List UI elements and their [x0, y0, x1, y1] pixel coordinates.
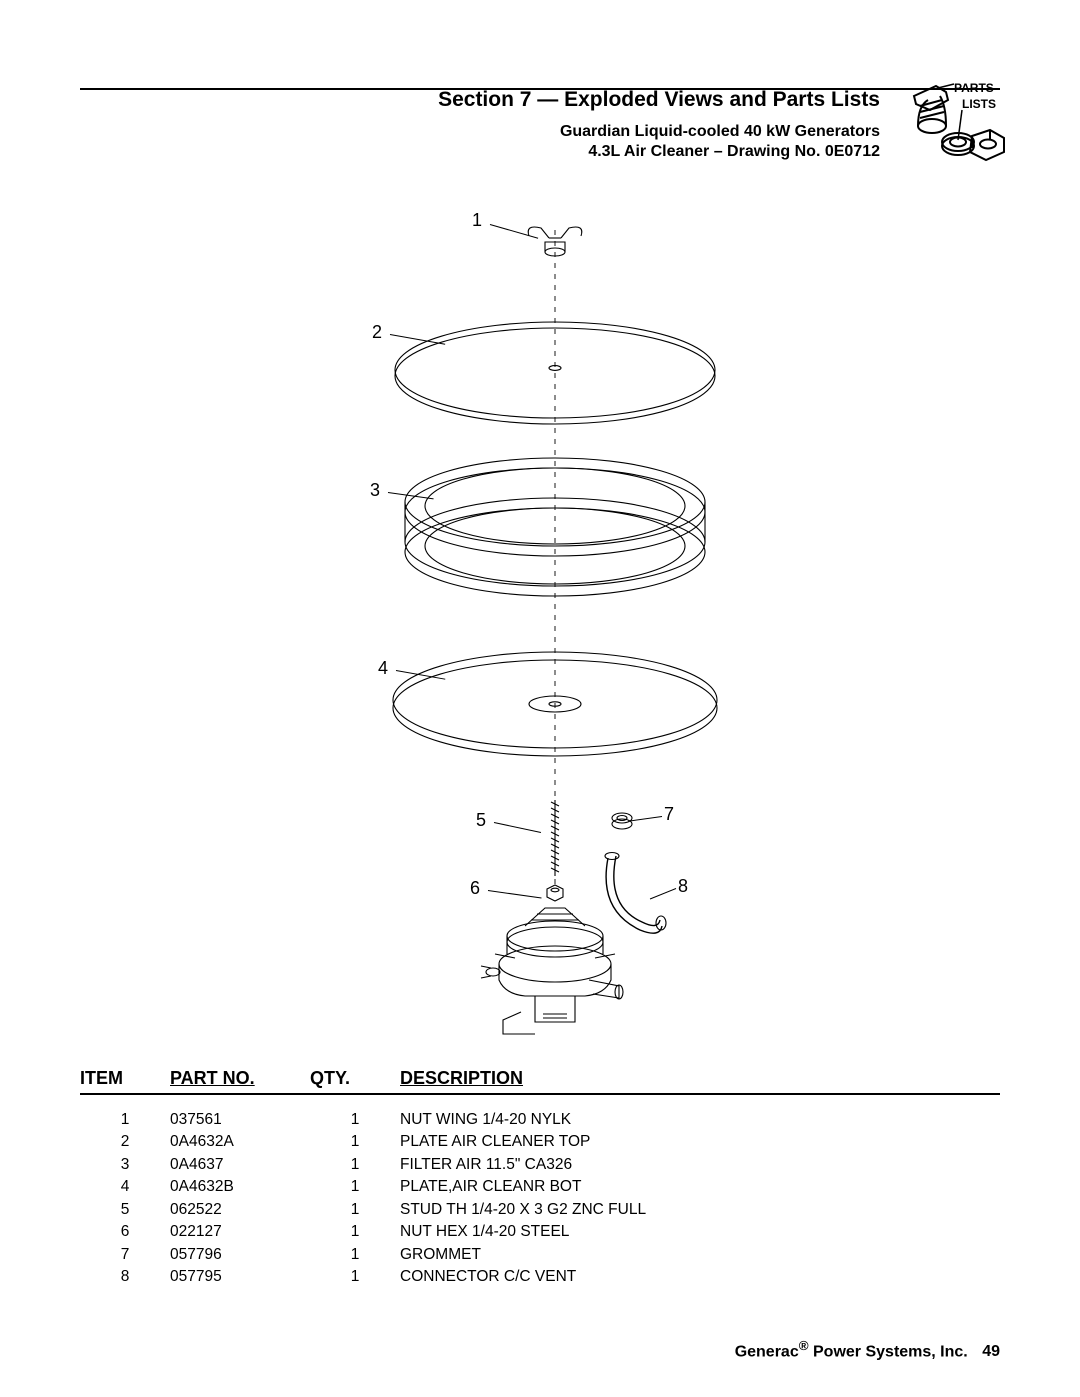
table-header-row: ITEM PART NO. QTY. DESCRIPTION	[80, 1068, 1000, 1095]
cell-part: 022127	[170, 1221, 310, 1243]
cell-item: 4	[80, 1176, 170, 1198]
table-row: 60221271NUT HEX 1/4-20 STEEL	[80, 1221, 1000, 1243]
callout-8-num: 8	[678, 876, 688, 896]
cell-desc: FILTER AIR 11.5" CA326	[400, 1154, 1000, 1176]
table-row: 40A4632B1PLATE,AIR CLEANR BOT	[80, 1176, 1000, 1198]
icon-text-parts: PARTS	[954, 82, 994, 95]
cell-part: 0A4632A	[170, 1131, 310, 1153]
callout-5: 5	[476, 810, 486, 831]
subhead-line-2: 4.3L Air Cleaner – Drawing No. 0E0712	[560, 142, 880, 162]
footer-reg: ®	[799, 1338, 809, 1353]
callout-6: 6	[470, 878, 480, 899]
cell-item: 7	[80, 1244, 170, 1266]
cell-part: 0A4632B	[170, 1176, 310, 1198]
exploded-view-diagram: 1 2 3 4 5 6 7 8	[340, 190, 770, 1050]
cell-qty: 1	[310, 1266, 400, 1288]
cell-part: 062522	[170, 1199, 310, 1221]
cell-item: 5	[80, 1199, 170, 1221]
cell-desc: CONNECTOR C/C VENT	[400, 1266, 1000, 1288]
page-header: Section 7 — Exploded Views and Parts Lis…	[80, 88, 1000, 90]
cell-item: 8	[80, 1266, 170, 1288]
parts-table: ITEM PART NO. QTY. DESCRIPTION 10375611N…	[80, 1068, 1000, 1289]
table-row: 20A4632A1PLATE AIR CLEANER TOP	[80, 1131, 1000, 1153]
callout-7: 7	[664, 804, 674, 825]
th-desc: DESCRIPTION	[400, 1068, 1000, 1089]
cell-desc: PLATE AIR CLEANER TOP	[400, 1131, 1000, 1153]
callout-8: 8	[678, 876, 688, 897]
table-row: 10375611NUT WING 1/4-20 NYLK	[80, 1109, 1000, 1131]
callout-1-num: 1	[472, 210, 482, 230]
callout-4: 4	[378, 658, 388, 679]
callout-2: 2	[372, 322, 382, 343]
callout-3: 3	[370, 480, 380, 501]
section-title: Section 7 — Exploded Views and Parts Lis…	[438, 88, 880, 112]
callout-6-num: 6	[470, 878, 480, 898]
cell-qty: 1	[310, 1244, 400, 1266]
cell-qty: 1	[310, 1154, 400, 1176]
cell-part: 057795	[170, 1266, 310, 1288]
cell-part: 0A4637	[170, 1154, 310, 1176]
cell-desc: GROMMET	[400, 1244, 1000, 1266]
cell-item: 6	[80, 1221, 170, 1243]
footer-company-prefix: Generac	[735, 1343, 799, 1360]
footer-company-suffix: Power Systems, Inc.	[809, 1343, 968, 1360]
table-row: 50625221STUD TH 1/4-20 X 3 G2 ZNC FULL	[80, 1199, 1000, 1221]
callout-4-num: 4	[378, 658, 388, 678]
table-row: 30A46371FILTER AIR 11.5" CA326	[80, 1154, 1000, 1176]
cell-qty: 1	[310, 1221, 400, 1243]
cell-part: 057796	[170, 1244, 310, 1266]
subhead-line-1: Guardian Liquid-cooled 40 kW Generators	[560, 122, 880, 142]
th-part: PART NO.	[170, 1068, 310, 1089]
th-item: ITEM	[80, 1068, 170, 1089]
footer-page-number: 49	[982, 1343, 1000, 1360]
callout-5-num: 5	[476, 810, 486, 830]
cell-item: 1	[80, 1109, 170, 1131]
cell-desc: NUT HEX 1/4-20 STEEL	[400, 1221, 1000, 1243]
cell-desc: PLATE,AIR CLEANR BOT	[400, 1176, 1000, 1198]
cell-qty: 1	[310, 1109, 400, 1131]
parts-lists-icon: PARTS LISTS	[906, 82, 1006, 172]
cell-qty: 1	[310, 1176, 400, 1198]
icon-text-lists: LISTS	[962, 97, 996, 111]
cell-part: 037561	[170, 1109, 310, 1131]
table-body: 10375611NUT WING 1/4-20 NYLK20A4632A1PLA…	[80, 1109, 1000, 1289]
callout-2-num: 2	[372, 322, 382, 342]
th-qty: QTY.	[310, 1068, 400, 1089]
cell-qty: 1	[310, 1199, 400, 1221]
table-row: 70577961GROMMET	[80, 1244, 1000, 1266]
page-footer: Generac® Power Systems, Inc. 49	[735, 1338, 1000, 1361]
callout-1: 1	[472, 210, 482, 231]
cell-item: 3	[80, 1154, 170, 1176]
callout-7-num: 7	[664, 804, 674, 824]
cell-qty: 1	[310, 1131, 400, 1153]
table-row: 80577951CONNECTOR C/C VENT	[80, 1266, 1000, 1288]
cell-desc: NUT WING 1/4-20 NYLK	[400, 1109, 1000, 1131]
cell-desc: STUD TH 1/4-20 X 3 G2 ZNC FULL	[400, 1199, 1000, 1221]
cell-item: 2	[80, 1131, 170, 1153]
section-subhead: Guardian Liquid-cooled 40 kW Generators …	[560, 122, 880, 162]
callout-3-num: 3	[370, 480, 380, 500]
